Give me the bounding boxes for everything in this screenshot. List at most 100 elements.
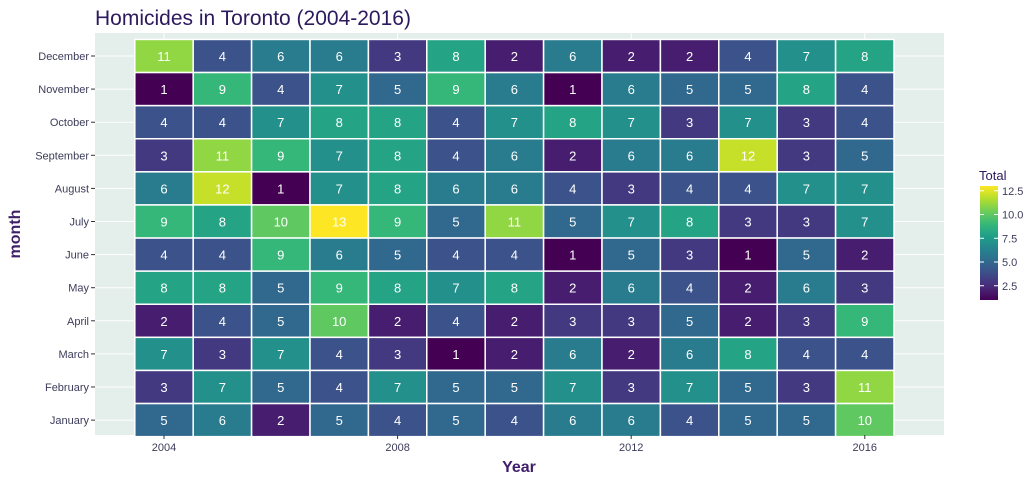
- cell-value-label: 2: [569, 148, 576, 163]
- cell-value-label: 3: [160, 148, 167, 163]
- cell-value-label: 3: [744, 215, 751, 230]
- cell-value-label: 5: [336, 413, 343, 428]
- heatmap-cell: [776, 237, 837, 272]
- heatmap-cell: [250, 171, 311, 206]
- cell-value-label: 3: [628, 380, 635, 395]
- cell-value-label: 6: [569, 49, 576, 64]
- cell-value-label: 3: [803, 215, 810, 230]
- heatmap-cell: [601, 104, 662, 140]
- cell-value-label: 3: [861, 281, 868, 296]
- cell-value-label: 4: [219, 248, 226, 263]
- heatmap-cell: [250, 237, 311, 272]
- heatmap-cell: [426, 369, 486, 405]
- cell-value-label: 3: [803, 148, 810, 163]
- cell-value-label: 12: [741, 148, 755, 163]
- cell-value-label: 6: [511, 181, 518, 196]
- heatmap-cell: [192, 104, 253, 140]
- y-tick-label: December: [38, 51, 89, 63]
- heatmap-cell: [134, 336, 194, 372]
- cell-value-label: 4: [861, 115, 868, 130]
- cell-value-label: 1: [744, 248, 751, 263]
- cell-value-label: 4: [219, 314, 226, 329]
- cell-value-label: 2: [686, 49, 693, 64]
- cell-value-label: 9: [452, 82, 459, 97]
- cell-value-label: 4: [803, 347, 810, 362]
- x-axis-label: Year: [502, 459, 536, 476]
- cell-value-label: 8: [394, 181, 401, 196]
- cell-value-label: 6: [511, 82, 518, 97]
- heatmap-cell: [834, 171, 895, 206]
- x-tick-label: 2016: [853, 442, 877, 454]
- cell-value-label: 5: [569, 215, 576, 230]
- y-tick-label: February: [45, 382, 90, 394]
- cell-value-label: 4: [511, 413, 518, 428]
- legend-tick-label: 2.5: [1002, 281, 1017, 293]
- cell-value-label: 8: [569, 115, 576, 130]
- heatmap-cell: [367, 270, 428, 305]
- heatmap-cell: [776, 336, 837, 372]
- cell-value-label: 4: [452, 148, 459, 163]
- heatmap-cell: [367, 303, 428, 339]
- cell-value-label: 5: [861, 148, 868, 163]
- heatmap-cell: [542, 336, 603, 372]
- heatmap-cell: [192, 369, 253, 405]
- cell-value-label: 4: [511, 248, 518, 263]
- heatmap-cell: [834, 237, 895, 272]
- cell-value-label: 11: [858, 380, 872, 395]
- cell-value-label: 6: [686, 347, 693, 362]
- heatmap-cell: [718, 138, 778, 173]
- cell-value-label: 2: [628, 347, 635, 362]
- cell-value-label: 6: [628, 281, 635, 296]
- cell-value-label: 8: [803, 82, 810, 97]
- cell-value-label: 6: [569, 347, 576, 362]
- cell-value-label: 8: [336, 115, 343, 130]
- cell-value-label: 2: [744, 281, 751, 296]
- y-tick-label: October: [50, 117, 89, 129]
- heatmap-cell: [484, 38, 545, 74]
- cell-value-label: 5: [511, 380, 518, 395]
- heatmap-cell: [134, 71, 194, 107]
- cell-value-label: 3: [160, 380, 167, 395]
- cell-value-label: 9: [861, 314, 868, 329]
- cell-value-label: 4: [219, 115, 226, 130]
- legend-title: Total: [979, 168, 1007, 183]
- y-tick-label: April: [67, 316, 89, 328]
- cell-value-label: 6: [628, 82, 635, 97]
- cell-value-label: 4: [452, 115, 459, 130]
- legend-colorbar: [980, 186, 998, 300]
- heatmap-cell: [834, 369, 895, 405]
- heatmap-cell: [250, 104, 311, 140]
- cell-value-label: 2: [160, 314, 167, 329]
- cell-value-label: 6: [803, 281, 810, 296]
- cell-value-label: 2: [511, 49, 518, 64]
- heatmap-cell: [367, 402, 428, 438]
- heatmap-cell: [484, 104, 545, 140]
- cell-value-label: 7: [394, 380, 401, 395]
- cell-value-label: 3: [394, 49, 401, 64]
- cell-value-label: 10: [858, 413, 872, 428]
- cell-value-label: 3: [569, 314, 576, 329]
- heatmap-cell: [426, 402, 486, 438]
- cell-value-label: 4: [686, 413, 693, 428]
- heatmap-cell: [192, 38, 253, 74]
- heatmap-cell: [659, 38, 720, 74]
- heatmap-cell: [309, 204, 370, 239]
- heatmap-cell: [367, 38, 428, 74]
- cell-value-label: 3: [803, 314, 810, 329]
- cell-value-label: 4: [569, 181, 576, 196]
- heatmap-cell: [309, 38, 370, 74]
- heatmap-cell: [250, 38, 311, 74]
- x-tick-label: 2004: [152, 442, 176, 454]
- cell-value-label: 4: [336, 347, 343, 362]
- cell-value-label: 7: [861, 215, 868, 230]
- heatmap-cell: [426, 204, 486, 239]
- cell-value-label: 8: [861, 49, 868, 64]
- y-tick-label: July: [69, 217, 89, 229]
- cell-value-label: 5: [452, 380, 459, 395]
- heatmap-cell: [192, 402, 253, 438]
- y-tick-label: March: [58, 349, 89, 361]
- cell-value-label: 9: [277, 248, 284, 263]
- cell-value-label: 11: [508, 215, 522, 230]
- y-tick-label: June: [65, 250, 89, 262]
- y-tick-label: August: [55, 183, 89, 195]
